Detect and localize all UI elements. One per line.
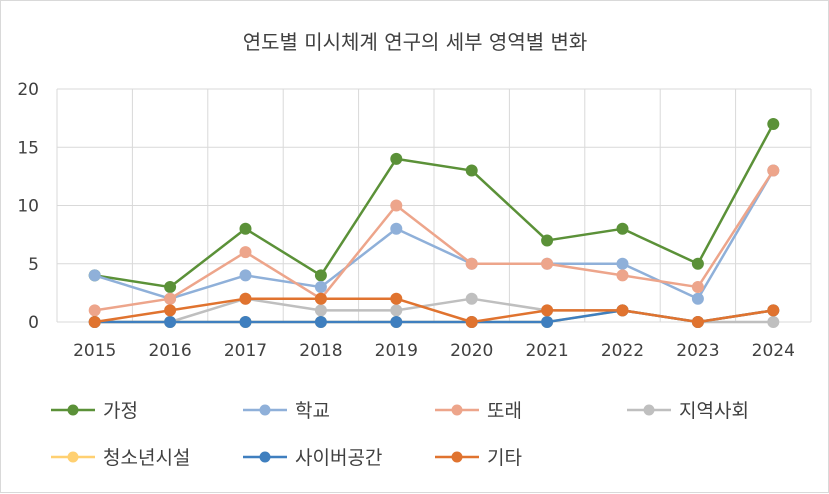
data-point (691, 316, 704, 328)
legend-item: 가정 (51, 400, 138, 422)
data-point (465, 316, 478, 328)
y-tick-label: 5 (28, 255, 39, 275)
legend-item: 청소년시설 (51, 447, 190, 469)
legend-item: 사이버공간 (243, 447, 382, 469)
series-line (94, 123, 775, 289)
data-point (616, 222, 629, 235)
chart-title: 연도별 미시체계 연구의 세부 영역별 변화 (243, 30, 588, 54)
legend-item: 학교 (243, 400, 330, 422)
series-기타 (88, 292, 780, 328)
data-point (541, 316, 554, 328)
x-tick-label: 2023 (676, 341, 719, 361)
series-line (94, 169, 775, 312)
legend-item: 또래 (435, 400, 522, 422)
legend-marker (451, 451, 463, 463)
legend-marker (259, 451, 271, 463)
data-point (767, 304, 780, 317)
data-point (164, 292, 177, 305)
series-group (88, 117, 780, 328)
data-point (390, 152, 403, 165)
data-point (239, 316, 252, 328)
y-tick-label: 20 (17, 80, 39, 100)
y-tick-label: 10 (17, 197, 39, 217)
data-point (314, 316, 327, 328)
y-tick-label: 15 (17, 138, 39, 158)
series-또래 (88, 164, 780, 317)
data-point (541, 304, 554, 317)
x-tick-label: 2016 (148, 341, 191, 361)
data-point (88, 304, 101, 317)
x-tick-label: 2024 (752, 341, 795, 361)
legend-marker (67, 451, 79, 463)
x-tick-label: 2019 (375, 341, 418, 361)
legend-marker (451, 404, 463, 416)
legend-label: 사이버공간 (295, 447, 382, 469)
data-point (164, 316, 177, 328)
data-point (390, 292, 403, 305)
legend-label: 지역사회 (679, 400, 749, 422)
data-point (314, 292, 327, 305)
data-point (691, 281, 704, 294)
data-point (541, 234, 554, 247)
x-axis-ticks: 2015 2016 2017 2018 2019 2020 2021 2022 2023 2024 (73, 341, 795, 361)
series-line (94, 297, 774, 324)
data-point (541, 257, 554, 270)
data-point (616, 304, 629, 317)
data-point (239, 246, 252, 259)
data-point (390, 316, 403, 328)
data-point (465, 292, 478, 305)
data-point (767, 164, 780, 177)
data-point (239, 292, 252, 305)
gridlines (56, 88, 812, 323)
data-point (88, 269, 101, 282)
data-point (691, 257, 704, 270)
data-point (390, 304, 403, 317)
data-point (691, 292, 704, 305)
data-point (88, 316, 101, 328)
data-point (164, 304, 177, 317)
data-point (314, 269, 327, 282)
legend-label: 기타 (487, 447, 522, 469)
legend-label: 청소년시설 (103, 447, 190, 469)
x-tick-label: 2022 (601, 341, 644, 361)
data-point (314, 281, 327, 294)
data-point (465, 257, 478, 270)
x-tick-label: 2020 (450, 341, 493, 361)
legend-label: 또래 (487, 400, 522, 422)
data-point (767, 117, 780, 130)
x-tick-label: 2015 (73, 341, 116, 361)
legend-item: 기타 (435, 447, 522, 469)
legend-marker (643, 404, 655, 416)
x-tick-label: 2017 (224, 341, 267, 361)
data-point (616, 269, 629, 282)
data-point (314, 304, 327, 317)
y-tick-label: 0 (28, 313, 39, 333)
data-point (616, 257, 629, 270)
data-point (164, 281, 177, 294)
legend-label: 학교 (295, 400, 330, 422)
legend-marker (67, 404, 79, 416)
data-point (767, 316, 780, 328)
data-point (465, 164, 478, 177)
data-point (390, 222, 403, 235)
legend-label: 가정 (103, 400, 138, 422)
legend-item: 지역사회 (627, 400, 749, 422)
data-point (239, 269, 252, 282)
x-tick-label: 2018 (299, 341, 342, 361)
legend-marker (259, 404, 271, 416)
y-axis-ticks: 0 5 10 15 20 (17, 80, 39, 333)
x-tick-label: 2021 (525, 341, 568, 361)
data-point (390, 199, 403, 212)
data-point (239, 222, 252, 235)
